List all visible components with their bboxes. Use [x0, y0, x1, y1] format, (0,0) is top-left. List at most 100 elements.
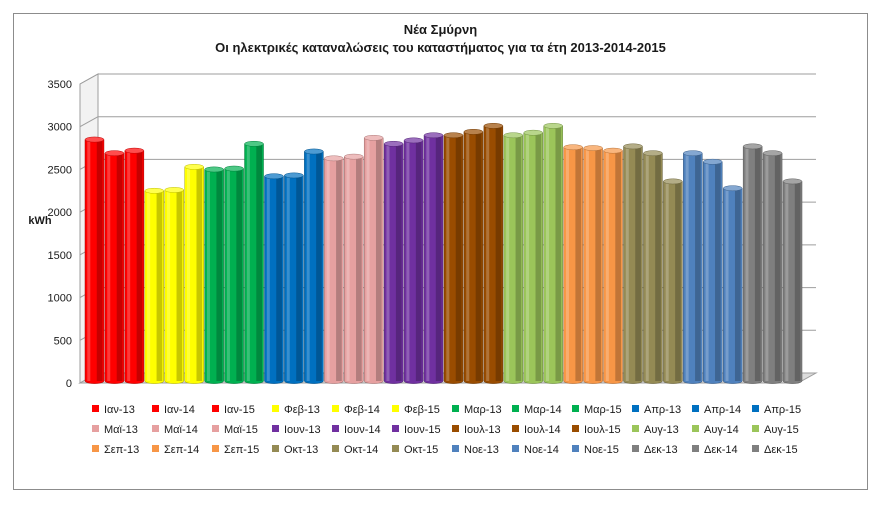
bar-Φεβ-15: [184, 164, 204, 384]
legend-label: Απρ-13: [644, 404, 681, 416]
bar-shade: [575, 147, 582, 381]
legend-swatch: [632, 405, 639, 412]
bar-shade: [774, 153, 781, 381]
bar-shade: [356, 156, 362, 381]
legend-swatch: [272, 445, 279, 452]
legend-label: Φεβ-13: [284, 404, 320, 416]
bar-top: [144, 187, 165, 194]
legend-item: Μαϊ-14: [152, 424, 198, 436]
y-tick-label: 1500: [48, 250, 72, 262]
bar-highlight: [446, 135, 450, 381]
legend-label: Ιουλ-13: [464, 424, 501, 436]
legend-item: Ιαν-14: [152, 404, 195, 416]
bar-top: [503, 132, 524, 139]
legend-label: Φεβ-15: [404, 404, 440, 416]
y-axis-label: kWh: [28, 215, 52, 227]
legend-item: Απρ-14: [692, 404, 741, 416]
legend-label: Μαϊ-13: [104, 424, 138, 436]
legend-item: Ιουν-14: [332, 424, 381, 436]
bar-highlight: [526, 132, 530, 381]
bar-Ιαν-14: [104, 150, 125, 384]
legend-item: Μαϊ-15: [212, 424, 258, 436]
bar-highlight: [545, 125, 550, 381]
y-tick-label: 2500: [48, 164, 72, 176]
bar-Φεβ-14: [164, 187, 184, 384]
legend-item: Ιουν-15: [392, 424, 441, 436]
bar-Μαϊ-13: [324, 155, 344, 384]
legend-label: Δεκ-13: [644, 444, 678, 456]
bar-highlight: [386, 143, 390, 381]
legend-swatch: [692, 425, 699, 432]
bar-top: [543, 123, 563, 129]
bar-shade: [296, 175, 302, 381]
bar-top: [403, 137, 424, 144]
bar-top: [224, 165, 244, 172]
legend-label: Αυγ-13: [644, 424, 679, 436]
bars: [84, 123, 803, 384]
legend-item: Ιουλ-14: [512, 424, 561, 436]
legend-label: Αυγ-14: [704, 424, 739, 436]
gridline-side: [79, 116, 99, 128]
gridline-side: [79, 73, 99, 85]
bar-highlight: [406, 140, 410, 381]
chart-title: Νέα Σμύρνη: [403, 22, 478, 37]
legend-label: Ιαν-14: [164, 404, 195, 416]
bar-top: [124, 147, 145, 154]
bar-Νοε-13: [683, 150, 703, 384]
bar-highlight: [466, 131, 470, 381]
legend-item: Δεκ-15: [752, 444, 798, 456]
legend: Ιαν-13 Ιαν-14 Ιαν-15 Φεβ-13 Φεβ-14 Φεβ-15 Μαρ-…: [92, 404, 801, 456]
legend-item: Μαρ-15: [572, 404, 622, 416]
legend-item: Ιαν-13: [92, 404, 135, 416]
bar-shade: [196, 166, 203, 381]
bar-highlight: [625, 146, 629, 381]
legend-swatch: [272, 405, 279, 412]
bar-Δεκ-15: [782, 178, 803, 384]
bar-Μαρ-14: [224, 165, 244, 384]
bar-shade: [655, 153, 661, 381]
bar-shade: [754, 146, 761, 381]
legend-item: Οκτ-14: [332, 444, 378, 456]
y-tick-label: 500: [54, 335, 72, 347]
bar-shade: [136, 150, 143, 381]
y-tick-label: 3500: [48, 79, 72, 91]
bar-highlight: [785, 181, 789, 381]
bar-Ιουλ-14: [463, 129, 484, 384]
chart-subtitle: Οι ηλεκτρικές καταναλώσεις του καταστήμα…: [215, 40, 666, 55]
legend-item: Δεκ-13: [632, 444, 678, 456]
legend-label: Φεβ-14: [344, 404, 380, 416]
legend-label: Μαρ-13: [464, 404, 502, 416]
bar-Οκτ-14: [643, 150, 663, 384]
bar-shade: [695, 153, 701, 381]
legend-swatch: [512, 445, 519, 452]
legend-label: Ιουν-14: [344, 424, 381, 436]
bar-highlight: [346, 156, 350, 381]
bar-top: [563, 144, 583, 151]
bar-highlight: [506, 135, 510, 381]
bar-top: [324, 155, 344, 162]
legend-swatch: [452, 445, 459, 452]
legend-item: Νοε-14: [512, 444, 559, 456]
legend-label: Σεπ-15: [224, 444, 259, 456]
bar-top: [643, 150, 663, 157]
legend-item: Αυγ-14: [692, 424, 739, 436]
bar-shade: [595, 148, 602, 381]
bar-highlight: [226, 168, 230, 381]
legend-item: Αυγ-13: [632, 424, 679, 436]
bar-highlight: [266, 176, 270, 381]
bar-Σεπ-14: [583, 145, 603, 384]
bar-Οκτ-15: [663, 178, 683, 384]
bar-top: [683, 150, 703, 157]
legend-label: Ιαν-13: [104, 404, 135, 416]
bar-shade: [336, 158, 342, 381]
y-tick-label: 2000: [48, 207, 72, 219]
legend-swatch: [452, 405, 459, 412]
legend-label: Νοε-15: [584, 444, 619, 456]
bar-highlight: [426, 135, 430, 381]
bar-top: [722, 185, 743, 192]
legend-swatch: [212, 405, 219, 412]
bar-top: [164, 187, 184, 193]
bar-highlight: [306, 151, 310, 381]
bar-Ιουλ-15: [483, 123, 504, 384]
legend-swatch: [152, 425, 159, 432]
